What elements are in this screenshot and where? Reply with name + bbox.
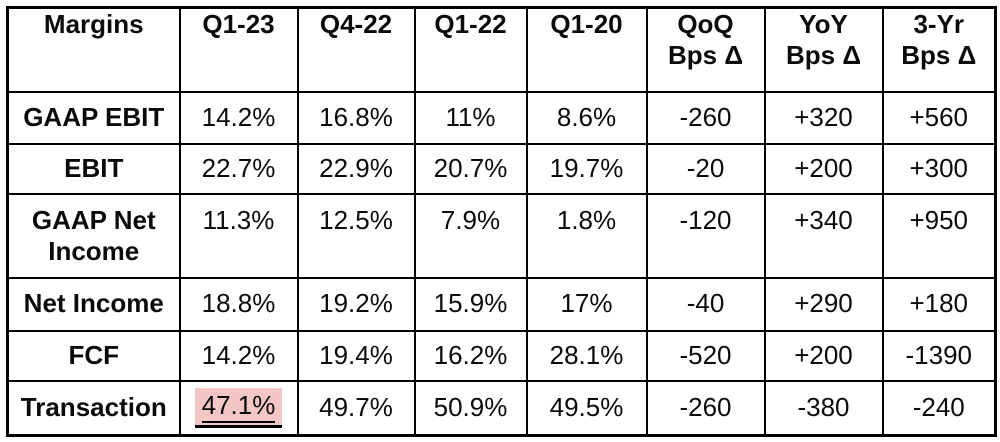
cell: 16.2% xyxy=(413,329,528,382)
row-label-fcf: FCF xyxy=(6,329,181,382)
cell: -520 xyxy=(645,329,766,382)
cell: 16.8% xyxy=(296,90,416,145)
table-row-ebit: EBIT 22.7% 22.9% 20.7% 19.7% -20 +200 +3… xyxy=(6,142,997,195)
cell: 49.5% xyxy=(525,379,648,437)
cell: -380 xyxy=(763,379,884,437)
cell: +200 xyxy=(763,142,884,195)
cell: 50.9% xyxy=(413,379,528,437)
table-row-gaap-net-income: GAAP Net Income 11.3% 12.5% 7.9% 1.8% -1… xyxy=(6,192,997,279)
cell: 19.2% xyxy=(296,276,416,332)
cell: 12.5% xyxy=(296,192,416,279)
corner-header-margins: Margins xyxy=(6,6,181,93)
margins-table: Margins Q1-23 Q4-22 Q1-22 Q1-20 QoQ Bps … xyxy=(6,6,997,437)
row-label-gaap-ebit: GAAP EBIT xyxy=(6,90,181,145)
cell: +340 xyxy=(763,192,884,279)
cell: 1.8% xyxy=(525,192,648,279)
cell: 49.7% xyxy=(296,379,416,437)
cell: +300 xyxy=(881,142,997,195)
cell: 20.7% xyxy=(413,142,528,195)
col-header-q1-23: Q1-23 xyxy=(178,6,299,93)
col-header-yoy-bps: YoY Bps Δ xyxy=(763,6,884,93)
cell: 22.9% xyxy=(296,142,416,195)
cell: +560 xyxy=(881,90,997,145)
cell: 22.7% xyxy=(178,142,299,195)
cell: -120 xyxy=(645,192,766,279)
col-header-3yr-bps: 3-Yr Bps Δ xyxy=(881,6,997,93)
cell: +290 xyxy=(763,276,884,332)
row-label-gaap-net-income: GAAP Net Income xyxy=(6,192,181,279)
cell: +180 xyxy=(881,276,997,332)
cell: 18.8% xyxy=(178,276,299,332)
row-label-transaction: Transaction xyxy=(6,379,181,437)
col-header-qoq-bps: QoQ Bps Δ xyxy=(645,6,766,93)
table-row-transaction: Transaction 47.1% 49.7% 50.9% 49.5% -260… xyxy=(6,379,997,437)
cell: 8.6% xyxy=(525,90,648,145)
col-header-q1-22: Q1-22 xyxy=(413,6,528,93)
cell: 19.4% xyxy=(296,329,416,382)
highlighted-value: 47.1% xyxy=(201,389,276,423)
col-header-q4-22: Q4-22 xyxy=(296,6,416,93)
cell: -260 xyxy=(645,90,766,145)
cell: 28.1% xyxy=(525,329,648,382)
cell: 14.2% xyxy=(178,90,299,145)
cell: -1390 xyxy=(881,329,997,382)
cell: -240 xyxy=(881,379,997,437)
cell: +320 xyxy=(763,90,884,145)
cell: 11% xyxy=(413,90,528,145)
col-header-q1-20: Q1-20 xyxy=(525,6,648,93)
table-row-net-income: Net Income 18.8% 19.2% 15.9% 17% -40 +29… xyxy=(6,276,997,332)
cell: +200 xyxy=(763,329,884,382)
row-label-net-income: Net Income xyxy=(6,276,181,332)
table-row-gaap-ebit: GAAP EBIT 14.2% 16.8% 11% 8.6% -260 +320… xyxy=(6,90,997,145)
header-row: Margins Q1-23 Q4-22 Q1-22 Q1-20 QoQ Bps … xyxy=(6,6,997,93)
row-label-ebit: EBIT xyxy=(6,142,181,195)
cell: -260 xyxy=(645,379,766,437)
highlighted-cell-transaction-q1-23: 47.1% xyxy=(178,379,299,437)
cell: -20 xyxy=(645,142,766,195)
table-row-fcf: FCF 14.2% 19.4% 16.2% 28.1% -520 +200 -1… xyxy=(6,329,997,382)
pink-highlight: 47.1% xyxy=(194,387,283,428)
cell: +950 xyxy=(881,192,997,279)
cell: 14.2% xyxy=(178,329,299,382)
cell: 11.3% xyxy=(178,192,299,279)
cell: 17% xyxy=(525,276,648,332)
cell: -40 xyxy=(645,276,766,332)
cell: 15.9% xyxy=(413,276,528,332)
cell: 19.7% xyxy=(525,142,648,195)
cell: 7.9% xyxy=(413,192,528,279)
